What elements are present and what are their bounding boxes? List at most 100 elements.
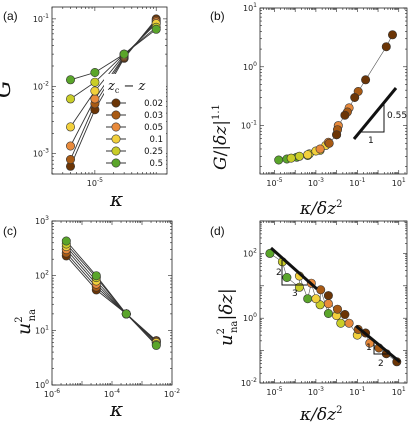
panel-a-label: (a) (3, 9, 18, 23)
panel-b-ticks: 10-5 10-3 10-1 101 10-1 100 101 (241, 2, 407, 188)
data-point (387, 30, 397, 40)
slope-legs (360, 102, 385, 133)
series-line-0.25 (70, 26, 157, 100)
x-tick-label: 10-5 (266, 386, 282, 397)
slope-legs-2 (373, 341, 392, 355)
panel-b-slope-triangle: 1 0.55 (352, 87, 407, 146)
data-point (121, 309, 131, 319)
y-tick-label: 102 (35, 270, 49, 281)
data-point (303, 294, 313, 304)
slope-1-rise-label: 2 (276, 268, 282, 278)
panel-a-ticks: 10-5 10-3 10-2 10-1 (33, 7, 167, 188)
legend-marker (111, 134, 121, 144)
slope-line-2 (355, 324, 401, 364)
x-tick-label: 10-2 (164, 388, 180, 399)
panel-d: (d) u2 na|δz| κ/δz2 10-5 10-3 10-1 10110-210… (210, 220, 408, 425)
panel-a-ylabel: G (0, 80, 16, 98)
data-point (323, 299, 333, 309)
data-point (294, 151, 304, 161)
x-tick-label: 10-3 (308, 177, 324, 188)
panel-c-xlabel: κ (109, 397, 123, 421)
data-point (324, 138, 334, 148)
data-point (66, 75, 76, 85)
y-tick-label: 100 (243, 61, 257, 72)
panel-d-xlabel: κ/δz2 (299, 405, 342, 425)
data-point (91, 271, 101, 281)
data-point (323, 291, 333, 301)
slope-value-label: 0.55 (387, 111, 407, 121)
x-tick-label: 10-6 (44, 388, 60, 399)
legend-entries: 0.02 0.03 0.05 0.1 0.25 0.5 (106, 98, 163, 169)
legend-label: 0.03 (144, 111, 163, 121)
data-point (332, 130, 342, 140)
data-point (350, 93, 360, 103)
slope-2-rise-label: 1 (366, 343, 372, 353)
panel-c-ylabel: u2 na (13, 309, 38, 335)
data-point (90, 68, 100, 78)
data-point (90, 77, 100, 87)
panel-c-label: (c) (3, 224, 17, 238)
series-line-0.1 (65, 246, 157, 343)
series-line-0.1 (70, 23, 157, 128)
legend-marker (111, 146, 121, 156)
data-point (90, 86, 100, 96)
data-point (316, 285, 326, 295)
legend-marker (111, 110, 121, 120)
y-tick-label: 10-3 (33, 148, 49, 159)
panel-c-lines (65, 240, 157, 346)
legend-title: zc − z (107, 79, 146, 95)
slope-run-label: 1 (368, 136, 374, 146)
data-point (315, 144, 325, 154)
series-line-0.5 (70, 28, 157, 81)
y-tick-label: 103 (35, 215, 49, 226)
data-point (323, 308, 333, 318)
data-point (66, 141, 76, 151)
data-point (282, 272, 292, 282)
x-tick-label: 10-1 (349, 386, 365, 397)
panel-c: (c) u2 na κ 10-6 10-4 10-2 100 101 102 103 (3, 215, 180, 421)
y-tick-label: 101 (35, 324, 49, 335)
y-tick-label: 10-1 (241, 120, 257, 131)
y-tick-label: 10-2 (241, 377, 257, 388)
data-point (340, 309, 350, 319)
y-tick-label: 10-2 (33, 80, 49, 91)
panel-d-ticks: 10-5 10-3 10-1 101 10-2 100 102 (241, 220, 407, 397)
panel-a-markers (66, 14, 161, 171)
panel-c-markers (61, 236, 161, 350)
panel-b-ylabel: G/|δz|1.1 (211, 104, 231, 170)
panel-d-slope-triangles: 2 3 1 2 (270, 246, 401, 369)
y-tick-label: 100 (35, 379, 49, 390)
y-tick-label: 100 (243, 312, 257, 323)
x-tick-label: 101 (392, 386, 406, 397)
panel-b: (b) G/|δz|1.1 κ/δz2 10-5 10-3 10-1 10110-11… (210, 2, 408, 219)
x-tick-label: 10-3 (308, 386, 324, 397)
legend-marker (111, 122, 121, 132)
data-point (344, 318, 354, 328)
data-point (119, 49, 129, 59)
x-tick-label: 10-4 (104, 388, 120, 399)
panel-d-markers (265, 248, 402, 367)
data-point (332, 304, 342, 314)
data-point (151, 340, 161, 350)
data-point (265, 248, 275, 258)
panel-b-label: (b) (210, 9, 225, 23)
panel-b-markers (274, 30, 397, 165)
data-point (274, 155, 284, 165)
y-tick-label: 101 (243, 2, 257, 13)
master-curve (278, 34, 393, 161)
slope-line-1 (270, 246, 318, 291)
legend-label: 0.05 (144, 123, 163, 133)
data-point (66, 155, 76, 165)
data-point (61, 236, 71, 246)
panel-a-frame (51, 6, 168, 175)
data-point (311, 294, 321, 304)
panel-c-ticks: 10-6 10-4 10-2 100 101 102 103 (35, 215, 180, 399)
x-tick-label: 10-5 (87, 177, 103, 188)
y-tick-label: 102 (243, 247, 257, 258)
legend-label: 0.5 (149, 159, 163, 169)
x-tick-label: 10-5 (266, 177, 282, 188)
legend-marker (111, 98, 121, 108)
legend-marker (111, 158, 121, 168)
panel-d-ylabel: u2 na|δz| (216, 288, 240, 346)
